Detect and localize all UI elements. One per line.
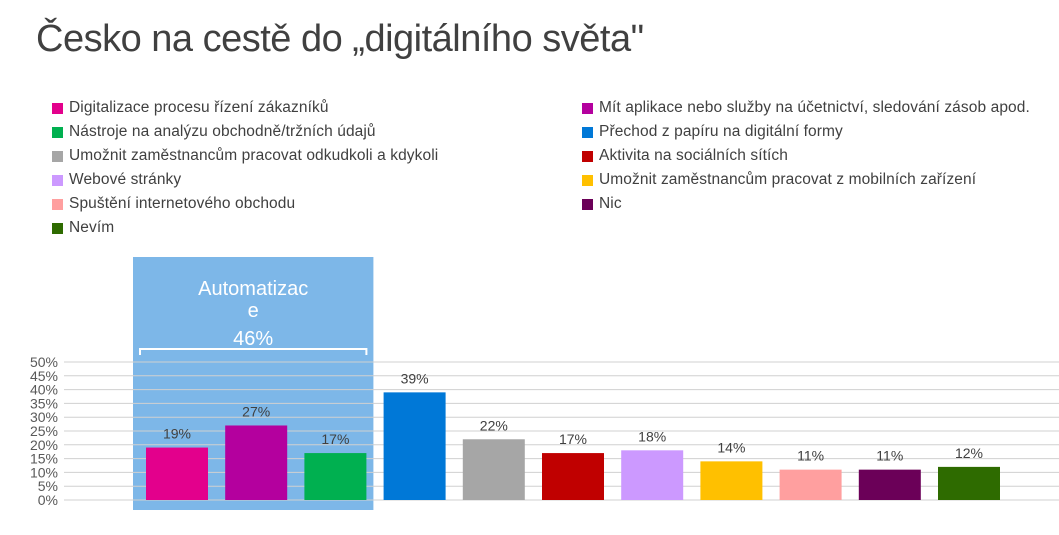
bar-value-label: 14% [717,439,745,455]
y-tick-label: 20% [30,437,58,453]
legend-swatch [582,174,593,186]
bar [383,392,446,500]
legend-item: Nevím [52,216,438,240]
bar-value-label: 11% [797,448,824,464]
bar-value-label: 39% [401,370,429,386]
legend-swatch [52,150,63,162]
legend-label: Digitalizace procesu řízení zákazníků [69,99,329,116]
bar-value-label: 22% [480,417,508,433]
legend-label: Mít aplikace nebo služby na účetnictví, … [599,99,1030,116]
bar-value-label: 11% [876,448,903,464]
bar [938,466,1000,500]
bar-value-label: 12% [955,445,983,461]
page-title: Česko na cestě do „digitálního světa" [36,18,644,60]
bar [779,469,842,500]
legend-label: Nic [599,195,622,212]
legend-right: Mít aplikace nebo služby na účetnictví, … [582,96,1030,216]
legend-item: Mít aplikace nebo služby na účetnictví, … [582,96,1030,120]
legend-label: Aktivita na sociálních sítích [599,147,788,164]
legend-label: Umožnit zaměstnancům pracovat odkudkoli … [69,147,439,164]
bar [542,453,604,500]
legend-label: Webové stránky [69,171,182,188]
automation-bracket [139,348,368,355]
legend-item: Spuštění internetového obchodu [52,192,438,216]
legend-item: Nástroje na analýzu obchodně/tržních úda… [52,120,438,144]
y-tick-label: 30% [30,409,58,425]
automation-label: Automatizac [198,278,308,300]
bar [462,439,525,500]
legend-swatch [582,150,593,162]
legend-swatch [52,102,63,114]
bar [621,450,684,500]
legend-item: Aktivita na sociálních sítích [582,144,1030,168]
legend-swatch [52,198,63,210]
bar [700,461,763,500]
legend-label: Umožnit zaměstnancům pracovat z mobilníc… [599,171,977,188]
y-tick-label: 15% [30,451,58,467]
legend-label: Nástroje na analýzu obchodně/tržních úda… [69,123,376,140]
legend-swatch [582,102,593,114]
legend-item: Webové stránky [52,168,438,192]
y-tick-label: 5% [38,478,58,494]
legend-swatch [52,174,63,186]
y-tick-label: 25% [30,423,58,439]
automation-value: 46% [233,328,273,350]
y-tick-label: 10% [30,464,58,480]
legend-swatch [582,198,593,210]
legend-item: Digitalizace procesu řízení zákazníků [52,96,438,120]
y-tick-label: 40% [30,382,58,398]
bar-value-label: 19% [163,426,191,442]
legend-item: Přechod z papíru na digitální formy [582,120,1030,144]
y-tick-label: 45% [30,368,58,384]
legend-item: Umožnit zaměstnancům pracovat odkudkoli … [52,144,438,168]
y-tick-label: 50% [30,354,58,370]
bar [146,447,208,500]
legend-item: Nic [582,192,1030,216]
y-tick-label: 35% [30,395,58,411]
automation-label-continued: e [248,300,259,322]
bar-value-label: 17% [321,431,349,447]
bar [858,469,921,500]
legend-left: Digitalizace procesu řízení zákazníků Ná… [52,96,438,240]
bar [225,425,288,500]
legend-swatch [582,126,593,138]
bar-value-label: 27% [242,403,270,419]
legend-item: Umožnit zaměstnancům pracovat z mobilníc… [582,168,1030,192]
legend-label: Nevím [69,219,115,236]
legend-swatch [52,126,63,138]
bar-value-label: 17% [559,431,587,447]
legend-swatch [52,222,63,234]
legend-label: Spuštění internetového obchodu [69,195,296,212]
bar [304,453,367,500]
legend-label: Přechod z papíru na digitální formy [599,123,843,140]
y-tick-label: 0% [38,492,58,508]
bar-value-label: 18% [638,428,666,444]
